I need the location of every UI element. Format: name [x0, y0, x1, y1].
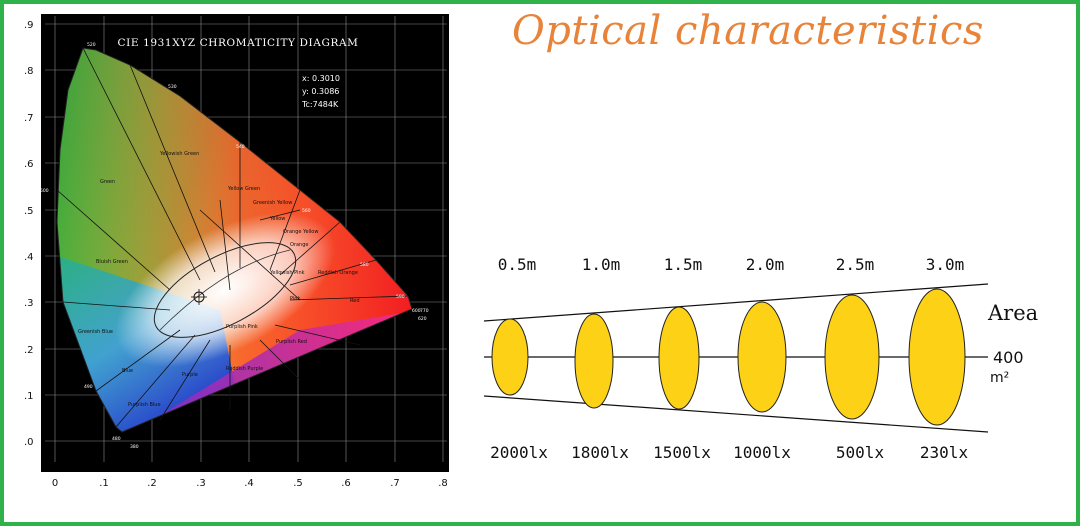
- lux-label: 230lx: [920, 443, 969, 462]
- region-label: Yellow: [269, 216, 285, 222]
- distance-label: 2.5m: [836, 255, 875, 274]
- beam-spot: [824, 294, 880, 420]
- y-tick-label: .0: [24, 437, 34, 448]
- y-tick-label: .4: [24, 252, 34, 263]
- area-unit: m²: [990, 370, 1009, 386]
- region-label: Purplish Blue: [128, 402, 161, 408]
- x-tick-label: .6: [341, 478, 351, 489]
- distance-label: 1.0m: [582, 255, 621, 274]
- white-point-region: [153, 242, 297, 338]
- beam-spot: [574, 313, 614, 409]
- region-label: Yellow Green: [227, 186, 260, 192]
- illuminance-labels: 2000lx 1800lx 1500lx 1000lx 500lx 230lx: [490, 443, 968, 462]
- beam-spot: [737, 301, 787, 413]
- cie-x-axis: 0 .1 .2 .3 .4 .5 .6 .7 .8: [52, 478, 448, 489]
- region-label: Orange: [290, 242, 308, 248]
- x-tick-label: .8: [438, 478, 448, 489]
- page-title: Optical characteristics: [512, 8, 984, 54]
- region-label: Yellowish Pink: [269, 270, 305, 276]
- region-boundaries: [56, 47, 409, 428]
- wavelength-label: 590: [396, 294, 405, 300]
- x-tick-label: .4: [244, 478, 254, 489]
- region-label: Pink: [290, 296, 300, 302]
- x-tick-label: .5: [293, 478, 303, 489]
- region-label: Blue: [122, 368, 133, 374]
- region-label: Purple: [182, 372, 198, 378]
- wavelength-label: 530: [168, 84, 177, 90]
- lux-label: 2000lx: [490, 443, 548, 462]
- wavelength-label: 480: [112, 436, 121, 442]
- x-tick-label: .1: [99, 478, 109, 489]
- beam-spot: [491, 318, 529, 396]
- region-label: Green: [100, 179, 115, 185]
- wavelength-label: 620: [418, 316, 427, 322]
- region-label: Purplish Pink: [226, 324, 258, 330]
- wavelength-label: 500: [40, 188, 49, 194]
- x-tick-label: 0: [52, 478, 58, 489]
- region-label: Red: [350, 298, 360, 304]
- distance-label: 2.0m: [746, 255, 785, 274]
- x-tick-label: .3: [196, 478, 206, 489]
- distance-label: 3.0m: [926, 255, 965, 274]
- wavelength-label: 540: [236, 144, 245, 150]
- wavelength-label: 490: [84, 384, 93, 390]
- region-label: Reddish Purple: [226, 366, 263, 372]
- x-tick-label: .2: [147, 478, 157, 489]
- region-label: Yellowish Green: [159, 151, 199, 157]
- beam-bottom-edge: [483, 395, 989, 433]
- readout-tc: Tc:7484K: [301, 100, 339, 109]
- lux-label: 500lx: [836, 443, 885, 462]
- lux-label: 1500lx: [653, 443, 711, 462]
- lux-label: 1800lx: [571, 443, 629, 462]
- y-tick-label: .6: [24, 159, 34, 170]
- y-tick-label: .5: [24, 206, 34, 217]
- wavelength-labels: 520 530 540 560 580 590 600 620 770 500 …: [40, 42, 429, 450]
- wavelength-label: 600: [412, 308, 421, 314]
- cie-y-axis: .0 .1 .2 .3 .4 .5 .6 .7 .8 .9: [24, 20, 34, 448]
- region-label: Greenish Yellow: [253, 200, 292, 206]
- distance-labels: 0.5m 1.0m 1.5m 2.0m 2.5m 3.0m: [498, 255, 965, 274]
- x-tick-label: .7: [390, 478, 400, 489]
- wavelength-label: 770: [420, 308, 429, 314]
- area-label: Area: [987, 301, 1038, 325]
- region-label: Bluish Green: [96, 259, 128, 265]
- wavelength-label: 520: [87, 42, 96, 48]
- y-tick-label: .8: [24, 66, 34, 77]
- beam-top-edge: [483, 283, 989, 322]
- wavelength-label: 580: [360, 262, 369, 268]
- area-value: 400: [993, 348, 1024, 367]
- planckian-locus: [159, 249, 291, 331]
- distance-label: 0.5m: [498, 255, 537, 274]
- distance-label: 1.5m: [664, 255, 703, 274]
- beam-spots: [491, 288, 966, 426]
- beam-lines: [483, 283, 989, 433]
- y-tick-label: .7: [24, 113, 34, 124]
- cie-title: CIE 1931XYZ CHROMATICITY DIAGRAM: [118, 37, 359, 49]
- readout-x: x: 0.3010: [302, 74, 340, 83]
- region-label: Reddish Orange: [318, 270, 358, 276]
- beam-spot: [908, 288, 966, 426]
- region-label: Orange Yellow: [283, 229, 318, 235]
- chromaticity-readout: x: 0.3010 y: 0.3086 Tc:7484K: [301, 74, 340, 109]
- spectral-locus-outline: [56, 47, 413, 433]
- region-label: Greenish Blue: [78, 329, 113, 335]
- lux-label: 1000lx: [733, 443, 791, 462]
- region-labels: Green Yellowish Green Yellow Green Green…: [78, 151, 360, 408]
- y-tick-label: .2: [24, 345, 34, 356]
- readout-y: y: 0.3086: [302, 87, 339, 96]
- y-tick-label: .9: [24, 20, 34, 31]
- y-tick-label: .1: [24, 391, 34, 402]
- beam-spot: [658, 306, 700, 410]
- wavelength-label: 560: [302, 208, 311, 214]
- region-label: Purplish Red: [276, 339, 307, 345]
- wavelength-label: 380: [130, 444, 139, 450]
- y-tick-label: .3: [24, 298, 34, 309]
